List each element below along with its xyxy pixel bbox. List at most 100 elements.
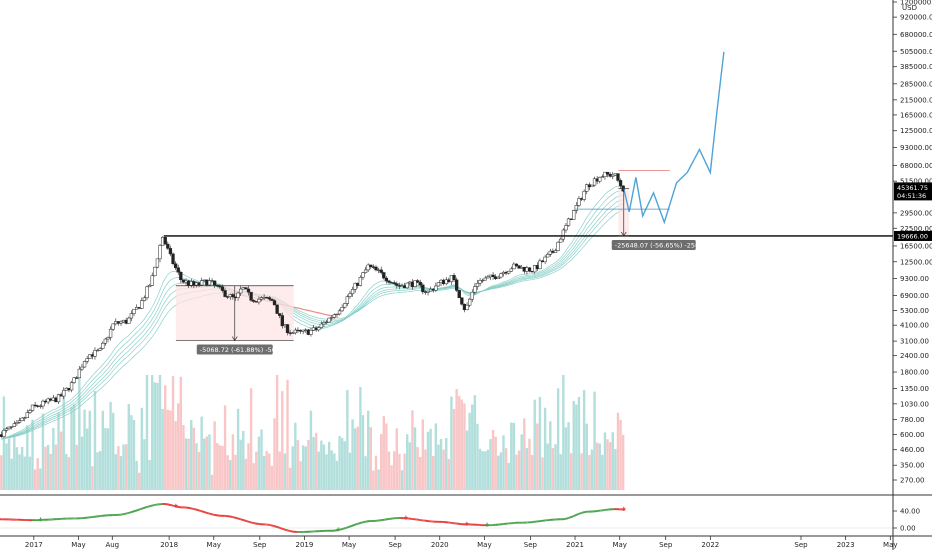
volume-bar bbox=[26, 425, 29, 490]
volume-bar bbox=[601, 454, 604, 490]
volume-bar bbox=[184, 438, 188, 490]
volume-bar bbox=[489, 439, 492, 490]
osc-line bbox=[568, 516, 572, 518]
osc-line bbox=[210, 513, 214, 516]
drawdown-arrowhead bbox=[620, 231, 627, 237]
osc-line bbox=[154, 503, 158, 505]
candle-body bbox=[4, 428, 9, 431]
candle-body bbox=[140, 300, 144, 309]
candle-body bbox=[275, 304, 279, 314]
candle-body bbox=[72, 377, 76, 383]
volume-bar bbox=[346, 389, 349, 490]
candle-body bbox=[460, 297, 464, 305]
volume-bar bbox=[533, 399, 536, 490]
osc-line bbox=[240, 519, 244, 522]
candle-body bbox=[158, 245, 162, 260]
volume-bar bbox=[348, 452, 352, 490]
candle-body bbox=[2, 430, 6, 437]
volume-bar bbox=[135, 460, 138, 490]
volume-bar bbox=[517, 450, 521, 490]
candle-body bbox=[82, 361, 87, 368]
candle-body bbox=[108, 328, 113, 338]
osc-line bbox=[286, 530, 290, 532]
currency-label: USD bbox=[902, 4, 917, 12]
osc-line bbox=[275, 525, 279, 528]
candle-body bbox=[452, 275, 456, 281]
osc-line bbox=[248, 520, 252, 523]
volume-bar bbox=[507, 462, 510, 490]
volume-bar bbox=[403, 453, 406, 490]
volume-bar bbox=[450, 396, 453, 490]
candle-body bbox=[101, 342, 105, 349]
volume-bar bbox=[270, 465, 274, 490]
osc-cross-marker bbox=[38, 517, 43, 522]
volume-bar bbox=[252, 463, 255, 490]
volume-bar bbox=[28, 456, 32, 490]
price-tick-label: 680000.00 bbox=[900, 31, 932, 39]
volume-bar bbox=[179, 376, 183, 490]
osc-line bbox=[581, 511, 585, 513]
osc-cross-marker bbox=[336, 527, 341, 532]
candle-body bbox=[103, 338, 108, 344]
volume-bar bbox=[333, 453, 336, 490]
candle-body bbox=[244, 287, 248, 290]
candle-body bbox=[553, 250, 558, 253]
volume-bar bbox=[442, 449, 445, 490]
volume-bar bbox=[2, 396, 6, 490]
volume-bar bbox=[98, 451, 102, 490]
volume-bar bbox=[301, 445, 305, 490]
candle-body bbox=[293, 329, 297, 334]
osc-line bbox=[121, 513, 125, 515]
osc-line bbox=[348, 524, 352, 527]
volume-bar bbox=[465, 430, 469, 490]
osc-line bbox=[148, 504, 152, 507]
time-tick-label: 2020 bbox=[431, 541, 449, 549]
volume-bar bbox=[278, 451, 281, 490]
volume-bar bbox=[156, 382, 159, 490]
osc-cross-marker bbox=[621, 506, 626, 511]
candle-body bbox=[33, 404, 37, 407]
osc-line bbox=[232, 516, 236, 519]
osc-line bbox=[240, 518, 244, 521]
candle-body bbox=[590, 184, 594, 188]
volume-bar bbox=[468, 412, 471, 490]
volume-bar bbox=[41, 413, 45, 490]
volume-bar bbox=[439, 439, 443, 490]
volume-bar bbox=[296, 440, 300, 490]
candle-body bbox=[337, 310, 342, 315]
osc-line bbox=[284, 529, 287, 532]
osc-line bbox=[135, 509, 139, 511]
osc-line bbox=[213, 513, 217, 515]
candle-body bbox=[470, 291, 474, 300]
volume-bar bbox=[356, 426, 359, 490]
osc-line bbox=[124, 513, 128, 515]
volume-bar bbox=[36, 458, 39, 490]
volume-bar bbox=[530, 455, 534, 490]
osc-line bbox=[576, 514, 580, 516]
volume-bar bbox=[478, 448, 482, 490]
volume-bar bbox=[239, 439, 242, 490]
osc-line bbox=[232, 516, 236, 518]
osc-line bbox=[289, 530, 293, 532]
candle-body bbox=[616, 173, 620, 181]
price-tick-label: 51500.00 bbox=[900, 178, 932, 186]
time-axis: 2017 May Aug 2018 May Sep 2019 May Sep 2020 May Sep… bbox=[25, 536, 898, 549]
time-tick-label: May bbox=[612, 541, 626, 549]
candle-body bbox=[418, 281, 422, 286]
volume-bar bbox=[445, 438, 448, 490]
osc-line bbox=[581, 511, 585, 514]
drawdown-label-box bbox=[611, 239, 696, 250]
price-tick-label: 93000.00 bbox=[900, 144, 932, 152]
candle-body bbox=[20, 417, 24, 421]
volume-bar bbox=[595, 442, 599, 490]
osc-line bbox=[248, 522, 252, 524]
volume-bar bbox=[361, 415, 365, 490]
osc-line bbox=[189, 507, 193, 509]
volume-bar bbox=[83, 409, 86, 490]
time-tick-label: May bbox=[883, 541, 897, 549]
volume-bar bbox=[203, 438, 206, 490]
volume-bar bbox=[330, 450, 333, 490]
osc-line bbox=[343, 528, 347, 530]
volume-bar bbox=[556, 388, 560, 490]
